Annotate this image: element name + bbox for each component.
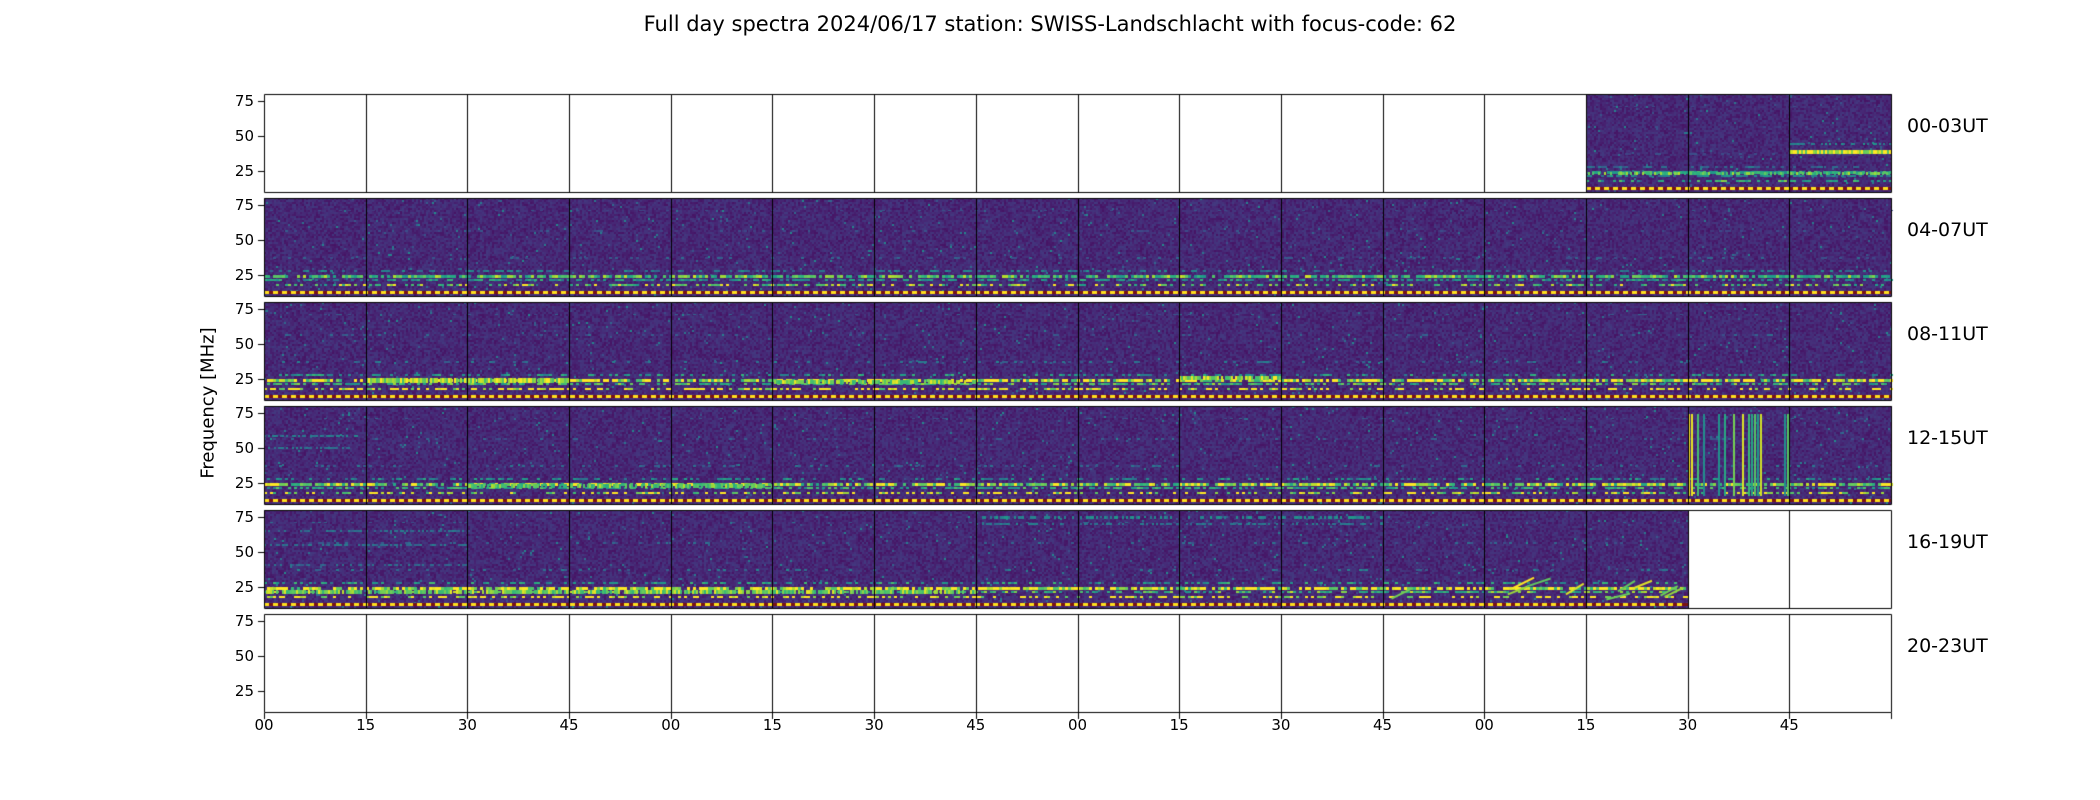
x-tick-label: 15 (1576, 716, 1596, 734)
y-tick-label: 25 (234, 577, 254, 596)
y-tick-label: 25 (234, 681, 254, 700)
x-tick-label: 45 (1779, 716, 1799, 734)
row-label-04-07ut: 04-07UT (1907, 219, 1988, 241)
x-tick-label: 15 (762, 716, 782, 734)
x-tick-label: 15 (1169, 716, 1189, 734)
row-label-12-15ut: 12-15UT (1907, 427, 1988, 449)
y-tick-label: 50 (234, 127, 254, 145)
y-tick-label: 50 (234, 543, 254, 561)
figure-title: Full day spectra 2024/06/17 station: SWI… (643, 12, 1457, 36)
y-tick-label: 75 (234, 299, 254, 318)
x-tick-label: 30 (864, 716, 884, 734)
x-tick-label: 30 (457, 716, 477, 734)
x-tick-label: 45 (1373, 716, 1393, 734)
y-tick-label: 75 (234, 403, 254, 422)
y-tick-label: 75 (234, 611, 254, 630)
y-tick-label: 25 (234, 473, 254, 492)
y-tick-label: 75 (234, 195, 254, 214)
y-tick-label: 50 (234, 231, 254, 249)
y-tick-label: 25 (234, 265, 254, 284)
x-tick-label: 45 (966, 716, 986, 734)
row-label-16-19ut: 16-19UT (1907, 531, 1988, 553)
x-tick-label: 30 (1678, 716, 1698, 734)
y-tick-label: 25 (234, 369, 254, 388)
x-tick-label: 00 (661, 716, 681, 734)
x-tick-label: 45 (559, 716, 579, 734)
y-tick-label: 50 (234, 439, 254, 457)
y-tick-label: 25 (234, 161, 254, 180)
row-label-08-11ut: 08-11UT (1907, 323, 1988, 345)
y-tick-label: 75 (234, 91, 254, 110)
x-tick-label: 30 (1271, 716, 1291, 734)
x-tick-label: 00 (1067, 716, 1088, 734)
y-tick-label: 50 (234, 335, 254, 353)
row-label-20-23ut: 20-23UT (1907, 635, 1988, 657)
row-label-00-03ut: 00-03UT (1907, 115, 1988, 137)
y-tick-label: 50 (234, 647, 254, 665)
x-tick-label: 15 (356, 716, 376, 734)
y-tick-label: 75 (234, 507, 254, 526)
x-tick-label: 00 (1474, 716, 1494, 734)
x-tick-label: 00 (254, 716, 274, 734)
